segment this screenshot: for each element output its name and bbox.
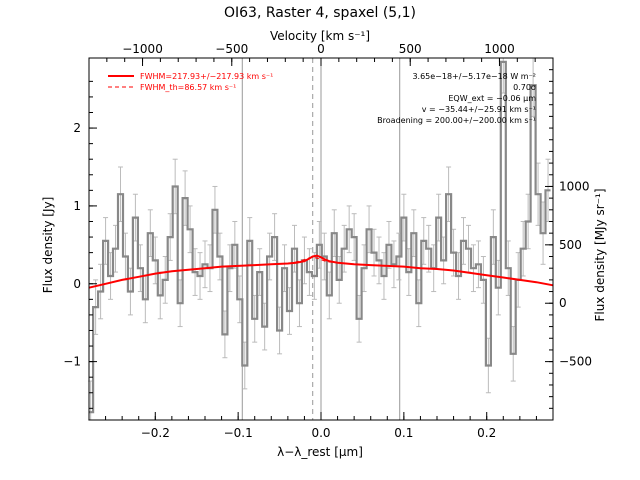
x2-tick-label: 1000 (484, 42, 515, 56)
x-tick-label: 0.2 (477, 426, 496, 440)
annotations: 3.65e−18+/−5.17e−18 W m⁻² 0.70σ EQW_ext … (377, 72, 536, 125)
y-tick-label: 1 (73, 199, 81, 213)
y2-tick-label: 0 (559, 296, 567, 310)
fit-series-line (88, 254, 554, 289)
fit-th-series-line (287, 256, 355, 265)
y-tick-label: 2 (73, 121, 81, 135)
y-tick-label: −1 (63, 355, 81, 369)
bottom-axis-label: λ−λ_rest [μm] (277, 445, 363, 459)
legend-label-fit: FWHM=217.93+/−217.93 km s⁻¹ (140, 72, 273, 81)
x2-tick-label: 0 (317, 42, 325, 56)
legend-label-fit-th: FWHM_th=86.57 km s⁻¹ (140, 83, 236, 92)
x-tick-label: 0.0 (311, 426, 330, 440)
data-series-line (89, 60, 551, 414)
top-axis-label: Velocity [km s⁻¹] (270, 29, 370, 43)
x2-tick-label: 500 (399, 42, 422, 56)
y-tick-label: 0 (73, 277, 81, 291)
y2-tick-label: −500 (559, 355, 592, 369)
annotation-velocity: v = −35.44+/−25.91 km s⁻¹ (422, 105, 536, 114)
x2-tick-label: −1000 (122, 42, 163, 56)
chart-title: OI63, Raster 4, spaxel (5,1) (224, 5, 416, 21)
y2-tick-label: 1000 (559, 179, 590, 193)
x-tick-label: 0.1 (394, 426, 413, 440)
x-tick-label: −0.2 (141, 426, 170, 440)
legend: FWHM=217.93+/−217.93 km s⁻¹ FWHM_th=86.5… (108, 72, 273, 92)
x-tick-label: −0.1 (224, 426, 253, 440)
annotation-broadening: Broadening = 200.00+/−200.00 km s⁻¹ (377, 116, 536, 125)
y2-tick-label: 500 (559, 238, 582, 252)
annotation-sigma: 0.70σ (513, 83, 536, 92)
annotation-flux: 3.65e−18+/−5.17e−18 W m⁻² (412, 72, 536, 81)
right-axis-label: Flux density [MJy sr⁻¹] (593, 188, 607, 321)
x2-tick-label: −500 (215, 42, 248, 56)
left-axis-label: Flux density [Jy] (41, 197, 55, 294)
annotation-eqw: EQW_ext = −0.06 μm (448, 94, 536, 103)
